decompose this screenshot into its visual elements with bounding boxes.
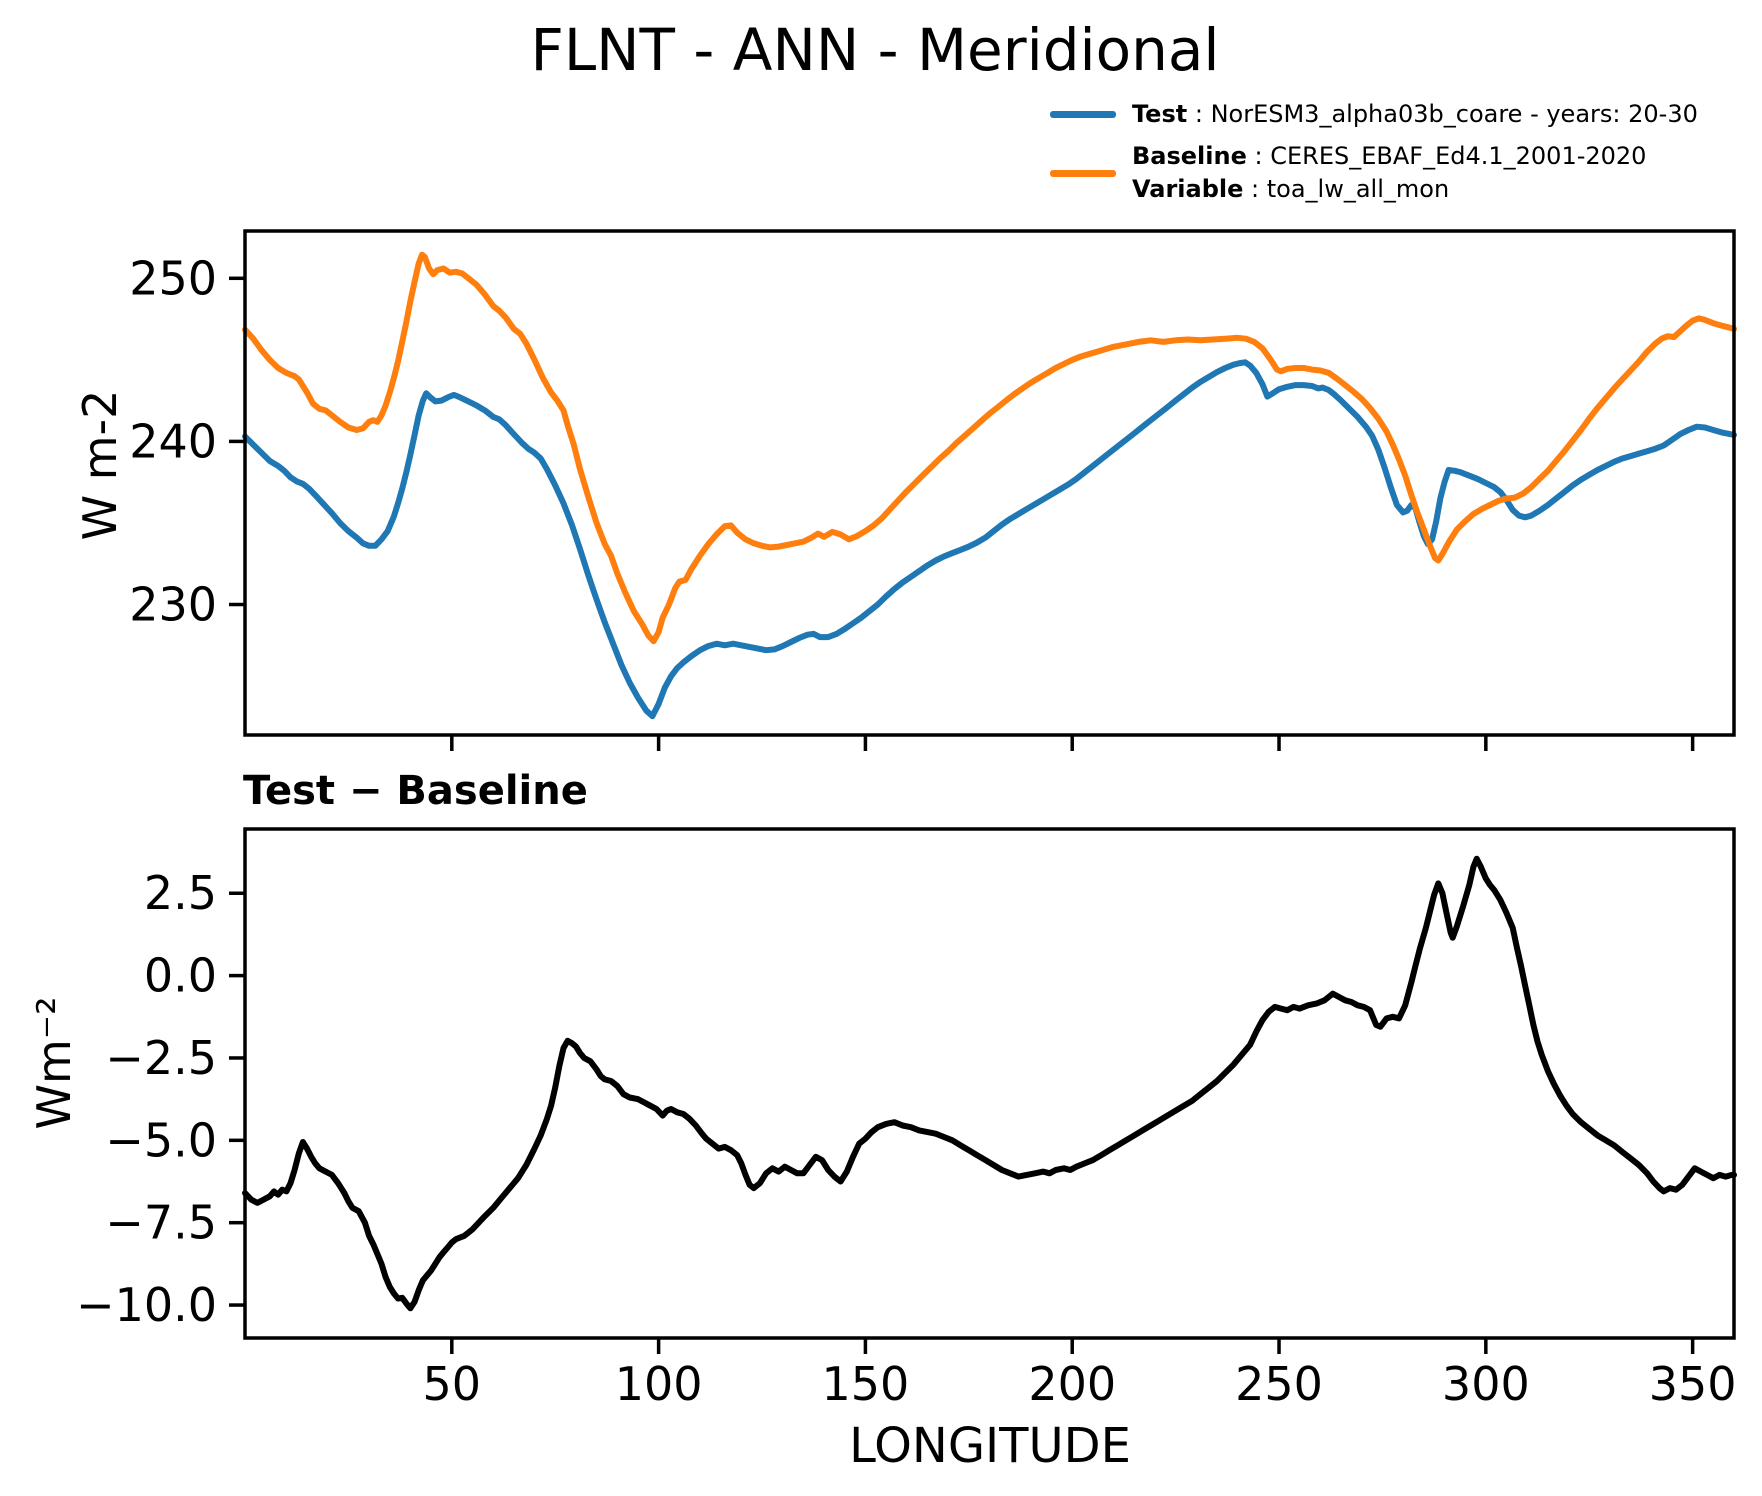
series-line-baseline — [242, 251, 1737, 645]
y-tick-label: 240 — [129, 414, 217, 468]
y-tick-label: 230 — [129, 578, 217, 632]
legend-baseline-value: : CERES_EBAF_Ed4.1_2001-2020 — [1246, 142, 1647, 170]
x-tick-label: 200 — [1028, 1357, 1116, 1411]
legend-test-value: : NorESM3_alpha03b_coare - years: 20-30 — [1187, 100, 1698, 128]
legend-text-baseline: Baseline : CERES_EBAF_Ed4.1_2001-2020 Va… — [1132, 140, 1646, 206]
legend-swatch-test — [1050, 111, 1116, 118]
axes-frame — [243, 827, 1736, 1340]
bottom-plot-title: Test − Baseline — [243, 768, 588, 814]
x-tick-label: 100 — [615, 1357, 703, 1411]
x-tick-label: 300 — [1442, 1357, 1530, 1411]
top-plot-ylabel: W m-2 — [73, 389, 127, 541]
x-tick-label: 50 — [423, 1357, 482, 1411]
series-line-test-baseline — [242, 855, 1737, 1312]
x-axis-label: LONGITUDE — [849, 1418, 1131, 1474]
y-tick-label: −2.5 — [105, 1031, 217, 1085]
legend-entry-baseline: Baseline : CERES_EBAF_Ed4.1_2001-2020 Va… — [1050, 140, 1698, 206]
bottom-plot-axes: 2.5 0.0 −2.5 −5.0 −7.5 −10.0 50 100 150 200 250 300… — [76, 827, 1737, 1411]
legend-baseline-line: Baseline : CERES_EBAF_Ed4.1_2001-2020 — [1132, 140, 1646, 173]
y-tick-label: −10.0 — [76, 1278, 217, 1332]
x-tick-label: 150 — [822, 1357, 910, 1411]
legend-variable-label: Variable — [1132, 175, 1244, 203]
chart-title: FLNT - ANN - Meridional — [530, 16, 1220, 84]
series-line-test — [242, 359, 1737, 720]
legend-baseline-label: Baseline — [1132, 142, 1247, 170]
legend-variable-line: Variable : toa_lw_all_mon — [1132, 173, 1646, 206]
y-tick-label: 0.0 — [144, 949, 217, 1003]
x-tick-label: 250 — [1235, 1357, 1323, 1411]
y-tick-label: −5.0 — [105, 1113, 217, 1167]
x-tick-label: 350 — [1649, 1357, 1737, 1411]
legend-swatch-baseline — [1050, 169, 1116, 177]
y-tick-label: −7.5 — [105, 1196, 217, 1250]
top-plot-axes: 250 240 230 — [129, 229, 1737, 751]
bottom-plot-ylabel: Wm⁻² — [27, 996, 81, 1130]
y-tick-label: 250 — [129, 251, 217, 305]
axes-frame — [243, 229, 1736, 737]
legend-test-label: Test — [1132, 100, 1188, 128]
legend: Test : NorESM3_alpha03b_coare - years: 2… — [1050, 98, 1698, 215]
legend-variable-value: : toa_lw_all_mon — [1243, 175, 1450, 203]
legend-text-test: Test : NorESM3_alpha03b_coare - years: 2… — [1132, 98, 1698, 131]
legend-entry-test: Test : NorESM3_alpha03b_coare - years: 2… — [1050, 98, 1698, 131]
y-tick-label: 2.5 — [144, 866, 217, 920]
